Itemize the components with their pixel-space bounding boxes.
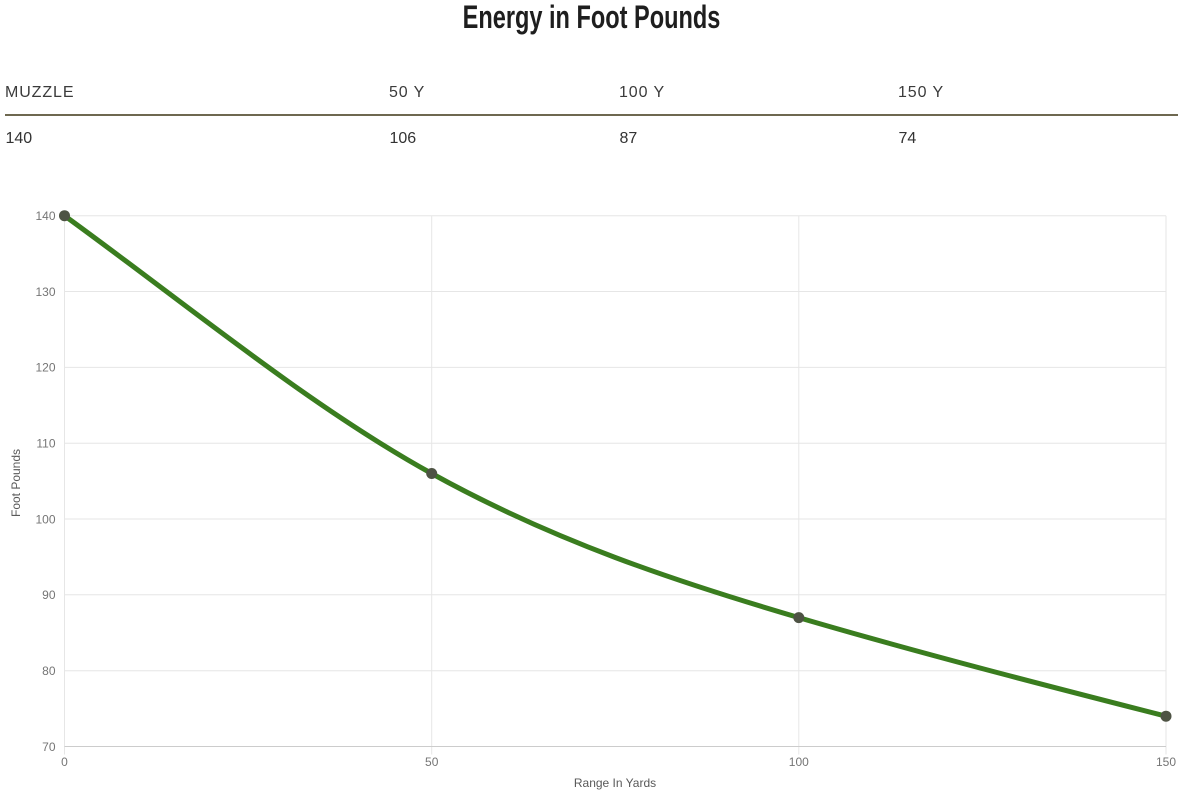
svg-text:50: 50 <box>425 755 439 769</box>
svg-text:Range In Yards: Range In Yards <box>574 776 656 790</box>
svg-text:80: 80 <box>42 664 56 678</box>
svg-text:120: 120 <box>35 361 55 375</box>
svg-text:70: 70 <box>42 740 56 754</box>
svg-text:110: 110 <box>36 437 55 451</box>
svg-text:0: 0 <box>61 755 68 769</box>
svg-text:140: 140 <box>35 209 55 223</box>
svg-text:130: 130 <box>35 285 55 299</box>
svg-text:100: 100 <box>789 755 809 769</box>
svg-text:Foot Pounds: Foot Pounds <box>9 449 23 517</box>
svg-text:150: 150 <box>1156 755 1176 769</box>
svg-text:100: 100 <box>35 512 55 526</box>
svg-text:90: 90 <box>42 588 56 602</box>
